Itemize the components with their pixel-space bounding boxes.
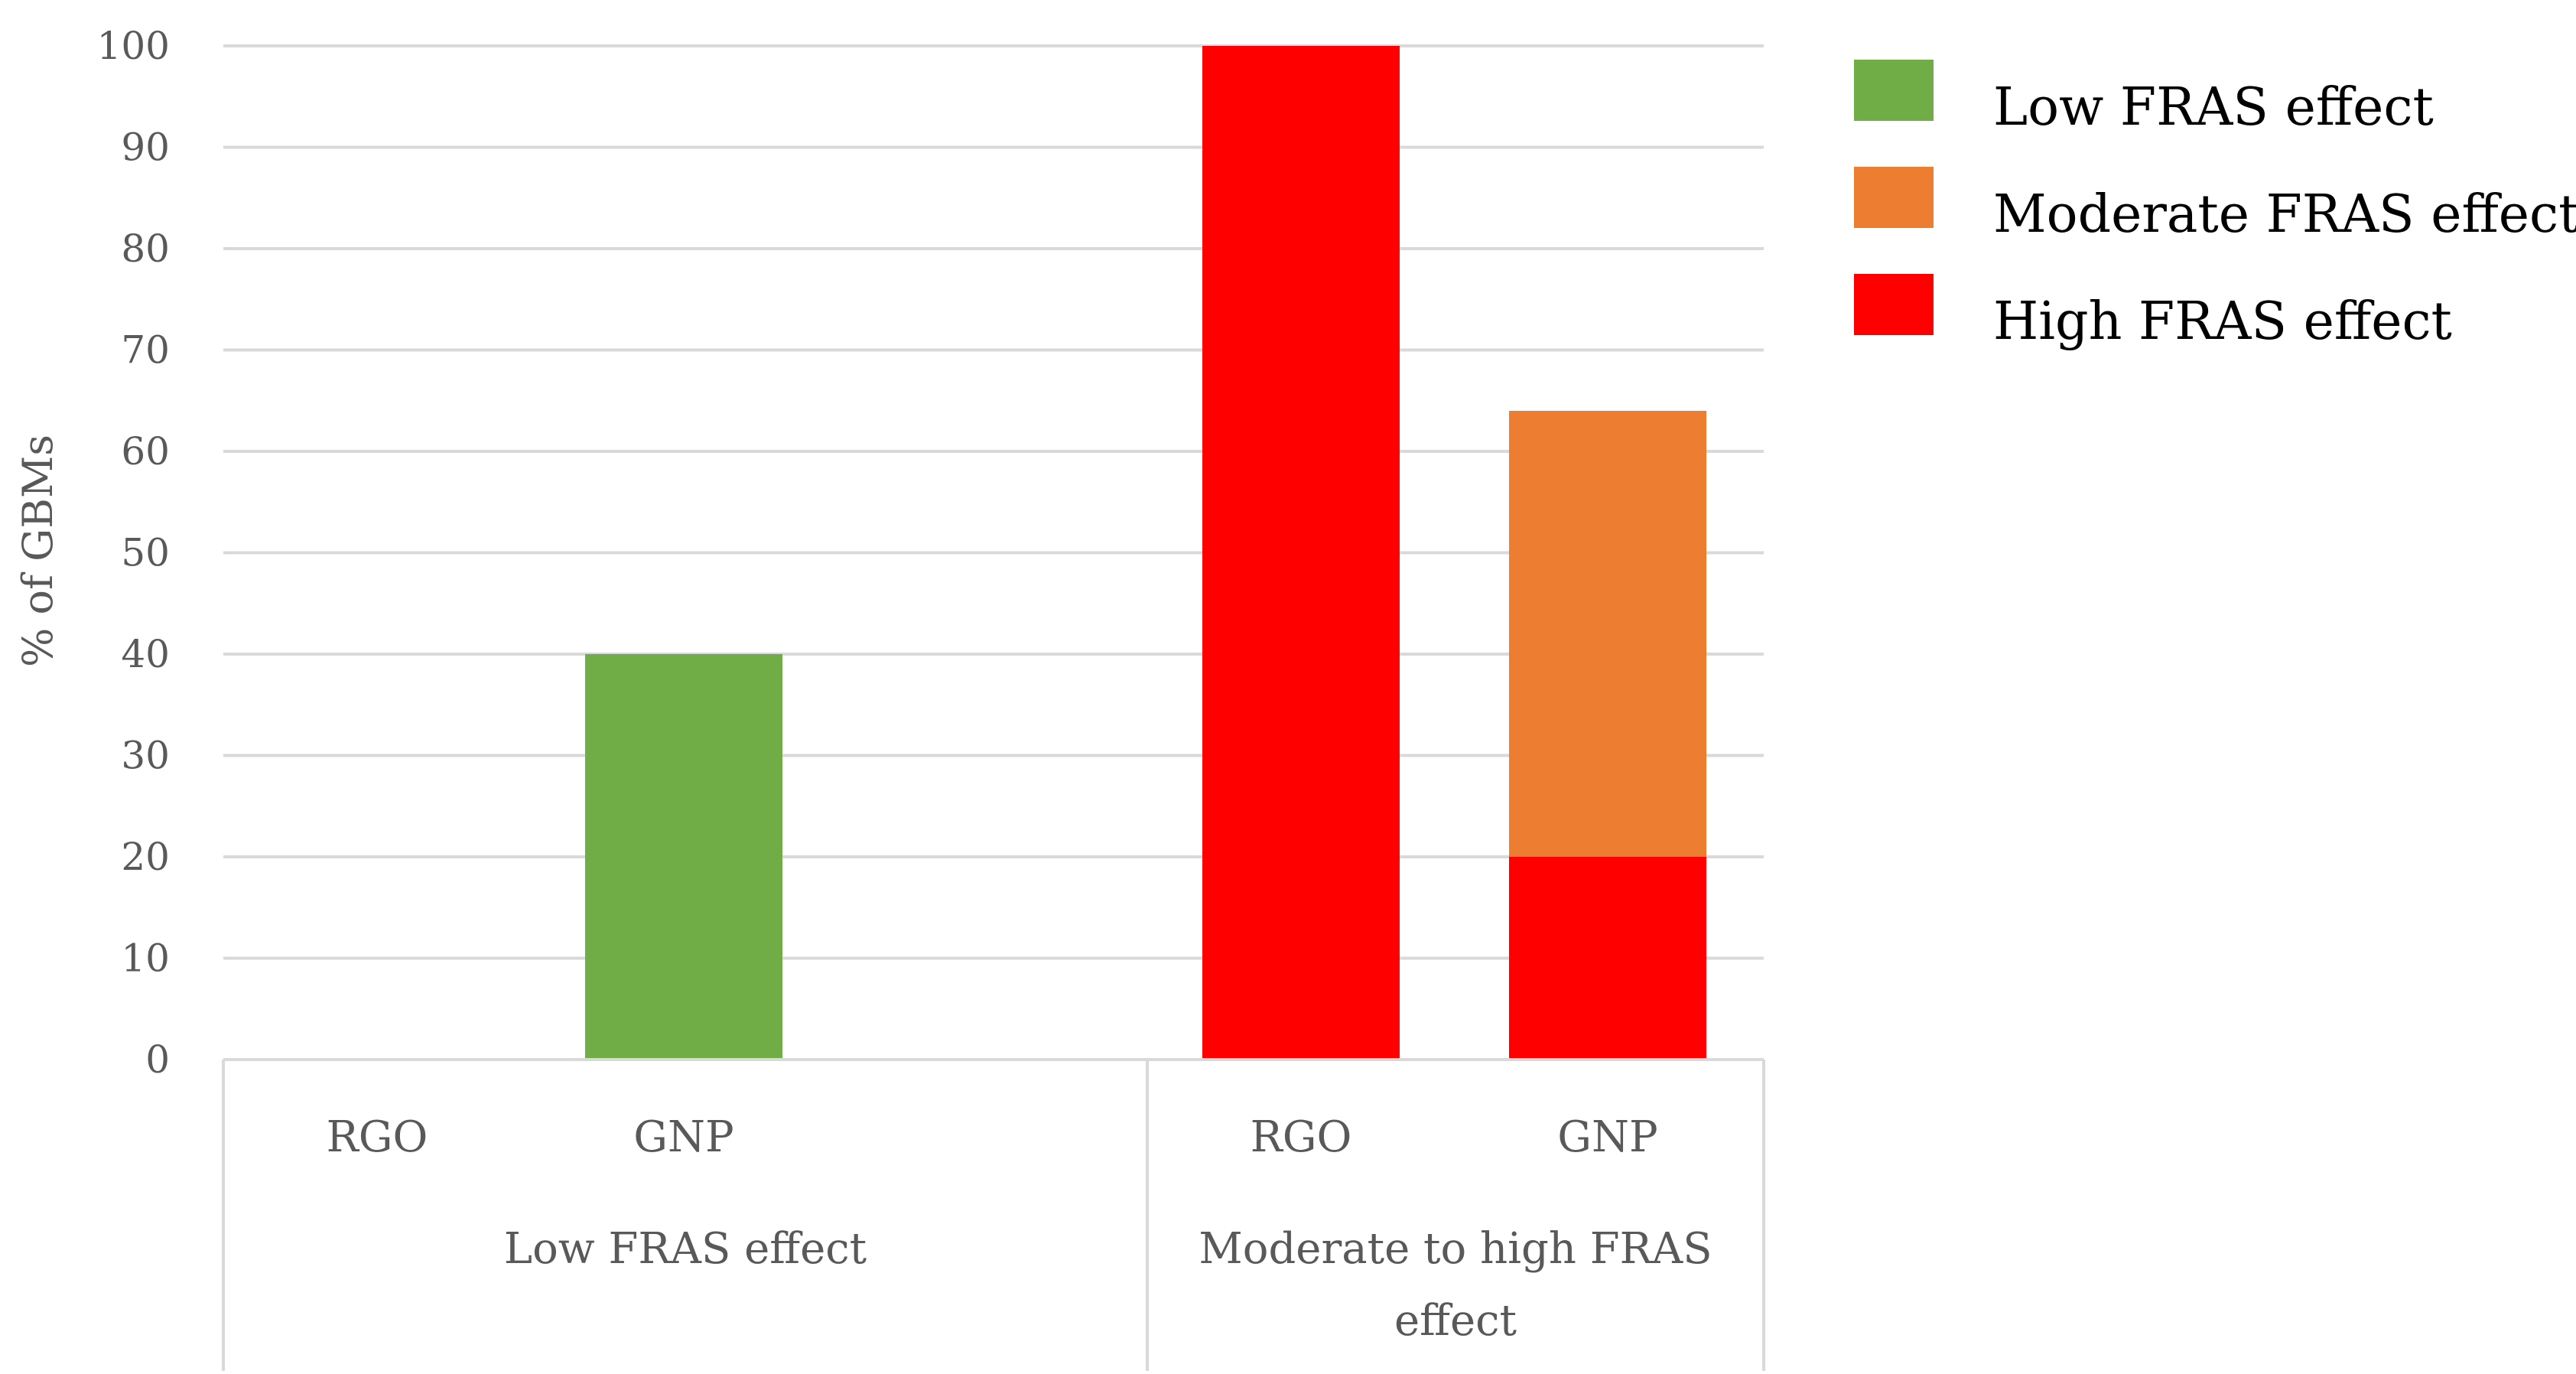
legend-label-low-fras-effect: Low FRAS effect [1993,77,2434,138]
bar-low-fras-effect-1 [585,654,782,1060]
y-tick-label-90: 90 [121,125,170,170]
bars [585,46,1706,1060]
y-tick-label-40: 40 [121,632,170,676]
y-tick-label-20: 20 [121,835,170,879]
y-tick-label-100: 100 [97,24,170,68]
x-group-label-0: Low FRAS effect [504,1224,867,1274]
legend-label-moderate-fras-effect: Moderate FRAS effect [1993,184,2576,245]
legend: Low FRAS effect Moderate FRAS effect High … [1854,60,2576,352]
y-axis-title: % of GBMs [14,435,62,667]
y-tick-label-50: 50 [121,531,170,575]
x-category-label-1: GNP [633,1112,733,1162]
y-tick-label-60: 60 [121,429,170,474]
y-tick-label-0: 0 [145,1037,170,1082]
x-category-labels: RGO GNP Low FRAS effect RGO GNP Moderate to h… [327,1112,1712,1346]
legend-label-high-fras-effect: High FRAS effect [1993,291,2452,352]
y-tick-labels: 0 10 20 30 40 50 60 70 80 90 100 [97,24,170,1082]
x-category-label-2: RGO [1251,1112,1352,1162]
x-group-label-1-line-0: Moderate to high FRAS [1199,1224,1712,1274]
bar-high-fras-effect-2 [1202,46,1400,1060]
y-tick-label-30: 30 [121,734,170,778]
legend-swatch-moderate-fras-effect [1854,167,1934,228]
x-category-label-3: GNP [1557,1112,1657,1162]
bar-moderate-fras-effect-3 [1509,411,1706,857]
legend-swatch-high-fras-effect [1854,274,1934,335]
y-tick-label-10: 10 [121,936,170,981]
gridlines [223,44,1764,960]
bar-high-fras-effect-3 [1509,857,1706,1060]
y-tick-label-70: 70 [121,328,170,373]
legend-swatch-low-fras-effect [1854,60,1934,121]
x-group-label-1-line-1: effect [1394,1296,1517,1346]
y-tick-label-80: 80 [121,226,170,271]
axes [222,1058,1765,1371]
x-category-label-0: RGO [327,1112,428,1162]
